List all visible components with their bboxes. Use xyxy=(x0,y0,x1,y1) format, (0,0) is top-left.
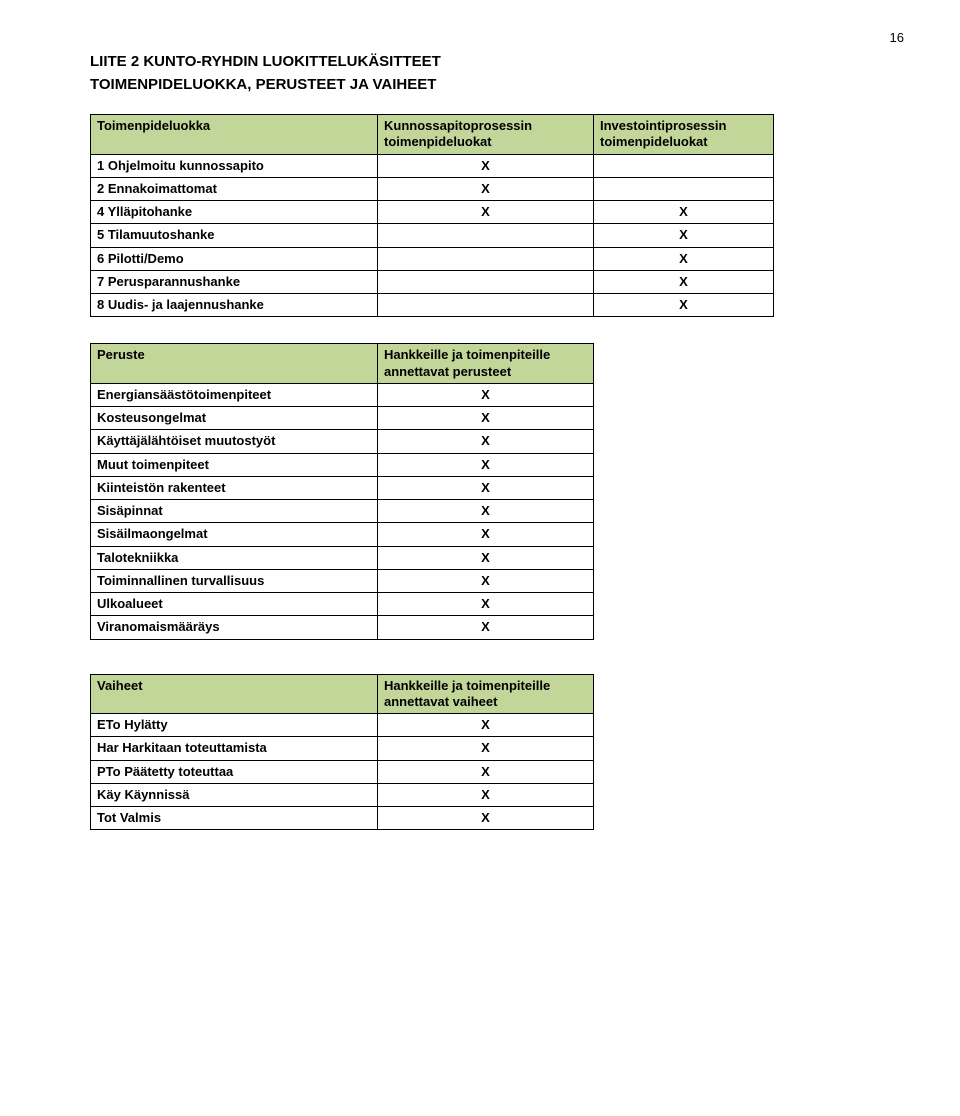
cell: 1 Ohjelmoitu kunnossapito xyxy=(91,154,378,177)
table-row: Sisäpinnat X xyxy=(91,500,594,523)
peruste-table: Peruste Hankkeille ja toimenpiteille ann… xyxy=(90,343,594,639)
cell: Viranomaismääräys xyxy=(91,616,378,639)
cell: Talotekniikka xyxy=(91,546,378,569)
table-row: Sisäilmaongelmat X xyxy=(91,523,594,546)
cell: X xyxy=(378,430,594,453)
cell xyxy=(378,270,594,293)
cell: X xyxy=(378,500,594,523)
cell: X xyxy=(378,760,594,783)
col-header: Kunnossapitoprosessin toimenpideluokat xyxy=(378,115,594,155)
cell xyxy=(378,224,594,247)
cell xyxy=(594,154,774,177)
table-row: Tot Valmis X xyxy=(91,807,594,830)
table-row: PTo Päätetty toteuttaa X xyxy=(91,760,594,783)
cell: X xyxy=(378,201,594,224)
col-header: Toimenpideluokka xyxy=(91,115,378,155)
cell: Toiminnallinen turvallisuus xyxy=(91,569,378,592)
table-row: Har Harkitaan toteuttamista X xyxy=(91,737,594,760)
table-row: Energiansäästötoimenpiteet X xyxy=(91,383,594,406)
cell: X xyxy=(378,807,594,830)
table-header-row: Vaiheet Hankkeille ja toimenpiteille ann… xyxy=(91,674,594,714)
table-row: Viranomaismääräys X xyxy=(91,616,594,639)
cell: X xyxy=(594,247,774,270)
cell: X xyxy=(378,453,594,476)
cell: Käy Käynnissä xyxy=(91,783,378,806)
table-row: Kiinteistön rakenteet X xyxy=(91,476,594,499)
col-header: Hankkeille ja toimenpiteille annettavat … xyxy=(378,674,594,714)
cell: X xyxy=(378,407,594,430)
table-row: Talotekniikka X xyxy=(91,546,594,569)
table-row: 5 Tilamuutoshanke X xyxy=(91,224,774,247)
cell: Ulkoalueet xyxy=(91,593,378,616)
cell: Energiansäästötoimenpiteet xyxy=(91,383,378,406)
cell: X xyxy=(378,593,594,616)
table-row: 6 Pilotti/Demo X xyxy=(91,247,774,270)
cell: X xyxy=(378,476,594,499)
heading-line-2: TOIMENPIDELUOKKA, PERUSTEET JA VAIHEET xyxy=(90,74,904,97)
cell: PTo Päätetty toteuttaa xyxy=(91,760,378,783)
table-row: 1 Ohjelmoitu kunnossapito X xyxy=(91,154,774,177)
cell: X xyxy=(378,546,594,569)
table-row: Muut toimenpiteet X xyxy=(91,453,594,476)
cell: Sisäilmaongelmat xyxy=(91,523,378,546)
table-row: 2 Ennakoimattomat X xyxy=(91,177,774,200)
cell: X xyxy=(594,294,774,317)
table-row: 4 Ylläpitohanke X X xyxy=(91,201,774,224)
cell: Muut toimenpiteet xyxy=(91,453,378,476)
cell: Kiinteistön rakenteet xyxy=(91,476,378,499)
cell: X xyxy=(378,523,594,546)
cell: 4 Ylläpitohanke xyxy=(91,201,378,224)
table-row: ETo Hylätty X xyxy=(91,714,594,737)
cell xyxy=(594,177,774,200)
cell: Kosteusongelmat xyxy=(91,407,378,430)
cell: 2 Ennakoimattomat xyxy=(91,177,378,200)
heading-line-1: LIITE 2 KUNTO-RYHDIN LUOKITTELUKÄSITTEET xyxy=(90,51,904,74)
cell: Sisäpinnat xyxy=(91,500,378,523)
table-row: 7 Perusparannushanke X xyxy=(91,270,774,293)
cell: X xyxy=(378,154,594,177)
table-row: Käy Käynnissä X xyxy=(91,783,594,806)
col-header: Vaiheet xyxy=(91,674,378,714)
cell: 6 Pilotti/Demo xyxy=(91,247,378,270)
table-row: Käyttäjälähtöiset muutostyöt X xyxy=(91,430,594,453)
col-header: Peruste xyxy=(91,344,378,384)
cell: Tot Valmis xyxy=(91,807,378,830)
cell: X xyxy=(378,714,594,737)
table-row: Kosteusongelmat X xyxy=(91,407,594,430)
col-header: Hankkeille ja toimenpiteille annettavat … xyxy=(378,344,594,384)
page-number: 16 xyxy=(90,30,904,45)
cell: X xyxy=(594,201,774,224)
cell: 5 Tilamuutoshanke xyxy=(91,224,378,247)
col-header: Investointiprosessin toimenpideluokat xyxy=(594,115,774,155)
cell: X xyxy=(378,616,594,639)
cell: 7 Perusparannushanke xyxy=(91,270,378,293)
cell: X xyxy=(378,783,594,806)
cell: 8 Uudis- ja laajennushanke xyxy=(91,294,378,317)
cell: Har Harkitaan toteuttamista xyxy=(91,737,378,760)
cell: X xyxy=(594,270,774,293)
document-heading: LIITE 2 KUNTO-RYHDIN LUOKITTELUKÄSITTEET… xyxy=(90,51,904,96)
cell xyxy=(378,247,594,270)
toimenpideluokka-table: Toimenpideluokka Kunnossapitoprosessin t… xyxy=(90,114,774,317)
cell: X xyxy=(378,177,594,200)
table-row: 8 Uudis- ja laajennushanke X xyxy=(91,294,774,317)
vaiheet-table: Vaiheet Hankkeille ja toimenpiteille ann… xyxy=(90,674,594,831)
cell: X xyxy=(378,737,594,760)
cell xyxy=(378,294,594,317)
table-header-row: Toimenpideluokka Kunnossapitoprosessin t… xyxy=(91,115,774,155)
table-row: Toiminnallinen turvallisuus X xyxy=(91,569,594,592)
cell: ETo Hylätty xyxy=(91,714,378,737)
table-row: Ulkoalueet X xyxy=(91,593,594,616)
table-header-row: Peruste Hankkeille ja toimenpiteille ann… xyxy=(91,344,594,384)
cell: Käyttäjälähtöiset muutostyöt xyxy=(91,430,378,453)
cell: X xyxy=(594,224,774,247)
cell: X xyxy=(378,383,594,406)
cell: X xyxy=(378,569,594,592)
